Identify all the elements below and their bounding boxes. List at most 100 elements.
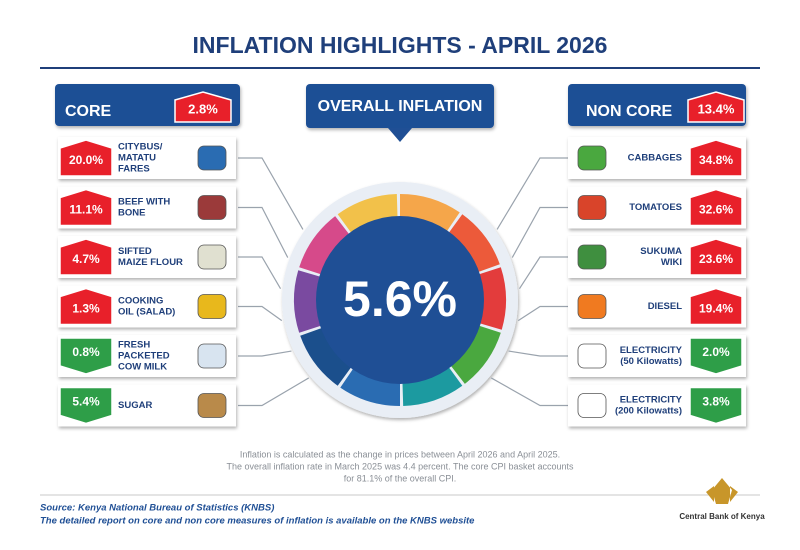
- trend-badge: [59, 337, 113, 375]
- trend-badge: [59, 188, 113, 227]
- trend-badge: [689, 238, 743, 276]
- logo-text: Central Bank of Kenya: [679, 512, 765, 521]
- panel-label: CORE: [65, 103, 112, 120]
- trend-badge: [59, 386, 113, 425]
- badge-value: 1.3%: [72, 302, 100, 316]
- source-line: Source: Kenya National Bureau of Statist…: [40, 503, 274, 514]
- ring-inner: [316, 216, 484, 384]
- item-label: SIFTED: [118, 246, 152, 257]
- title: INFLATION HIGHLIGHTS - APRIL 2026: [193, 32, 608, 58]
- connector: [517, 305, 568, 322]
- connector: [511, 206, 568, 258]
- item-label: SUKUMA: [640, 246, 682, 257]
- item-icon: [197, 145, 227, 171]
- logo-emblem: [706, 478, 738, 504]
- overall-header: [306, 84, 494, 128]
- connector: [508, 350, 568, 357]
- item-icon: [197, 393, 227, 418]
- item-label: MATATU: [118, 153, 156, 164]
- badge-value: 2.0%: [702, 345, 730, 359]
- overall-label: OVERALL INFLATION: [318, 98, 483, 115]
- item-label: ELECTRICITY: [620, 395, 683, 406]
- item-icon: [577, 244, 607, 270]
- badge-value: 19.4%: [699, 302, 733, 316]
- item-label: BEEF WITH: [118, 197, 170, 208]
- connector: [238, 350, 292, 357]
- item-icon: [577, 343, 607, 369]
- ring-segment: [337, 194, 398, 234]
- trend-badge: [689, 337, 743, 375]
- source-line: The detailed report on core and non core…: [40, 516, 475, 527]
- item-label: TOMATOES: [629, 202, 682, 213]
- item-label: ELECTRICITY: [620, 345, 683, 356]
- item-label: FRESH: [118, 340, 150, 351]
- ring-segment: [294, 270, 323, 333]
- trend-badge: [689, 287, 743, 326]
- item-icon: [577, 393, 607, 418]
- overall-pointer: [388, 128, 412, 142]
- connector: [238, 256, 282, 290]
- connector: [518, 256, 568, 290]
- badge-value: 2.8%: [188, 101, 218, 116]
- ring-segment: [450, 325, 501, 384]
- note-line: Inflation is calculated as the change in…: [240, 449, 560, 459]
- connector: [238, 157, 304, 230]
- note-line: for 81.1% of the overall CPI.: [344, 473, 457, 483]
- item-label: DIESEL: [648, 301, 683, 312]
- item-label: OIL (SALAD): [118, 307, 175, 318]
- item-label: CABBAGES: [628, 153, 682, 164]
- item-icon: [197, 244, 227, 270]
- connector: [490, 377, 568, 407]
- item-label: CITYBUS/: [118, 142, 163, 153]
- panel-label: NON CORE: [586, 103, 673, 120]
- ring-segment: [299, 216, 350, 275]
- badge-value: 11.1%: [69, 203, 103, 217]
- ring-segment: [300, 327, 352, 386]
- trend-badge: [59, 238, 113, 276]
- badge-value: 20.0%: [69, 153, 103, 167]
- trend-badge: [59, 287, 113, 326]
- badge-value: 3.8%: [702, 395, 730, 409]
- content: 5.6% OVERALL INFLATION CORE 2.8% 20.0% CITYBU…: [40, 84, 765, 527]
- item-icon: [197, 343, 227, 369]
- item-label: BONE: [118, 208, 145, 219]
- item-label: COOKING: [118, 296, 163, 307]
- badge-value: 5.4%: [72, 395, 100, 409]
- trend-badge: [687, 91, 745, 123]
- item-label: MAIZE FLOUR: [118, 257, 183, 268]
- trend-badge: [174, 91, 232, 123]
- trend-badge: [689, 386, 743, 425]
- item-label: PACKETED: [118, 351, 170, 362]
- item-icon: [197, 195, 227, 220]
- badge-value: 34.8%: [699, 153, 733, 167]
- item-label: (200 Kilowatts): [615, 406, 682, 417]
- badge-value: 4.7%: [72, 252, 100, 266]
- item-icon: [197, 294, 227, 319]
- item-label: WIKI: [661, 257, 682, 268]
- trend-badge: [59, 139, 113, 177]
- item-icon: [577, 294, 607, 319]
- ring-segment: [400, 194, 460, 233]
- item-icon: [577, 195, 607, 220]
- badge-value: 13.4%: [698, 101, 735, 116]
- trend-badge: [689, 139, 743, 177]
- item-label: FARES: [118, 164, 150, 175]
- ring-segment: [402, 366, 463, 406]
- connector: [238, 305, 283, 322]
- item-label: (50 Kilowatts): [620, 356, 682, 367]
- ring-segment: [477, 267, 507, 330]
- item-icon: [577, 145, 607, 171]
- ring-segment: [448, 214, 500, 273]
- badge-value: 32.6%: [699, 203, 733, 217]
- note-line: The overall inflation rate in March 2025…: [226, 461, 574, 471]
- badge-value: 0.8%: [72, 345, 100, 359]
- item-label: COW MILK: [118, 362, 167, 373]
- connector: [238, 377, 310, 407]
- item-label: SUGAR: [118, 400, 152, 411]
- overall-value: 5.6%: [343, 271, 457, 327]
- connector: [238, 206, 289, 258]
- trend-badge: [689, 188, 743, 227]
- connector: [496, 157, 568, 230]
- ring-segment: [340, 367, 400, 406]
